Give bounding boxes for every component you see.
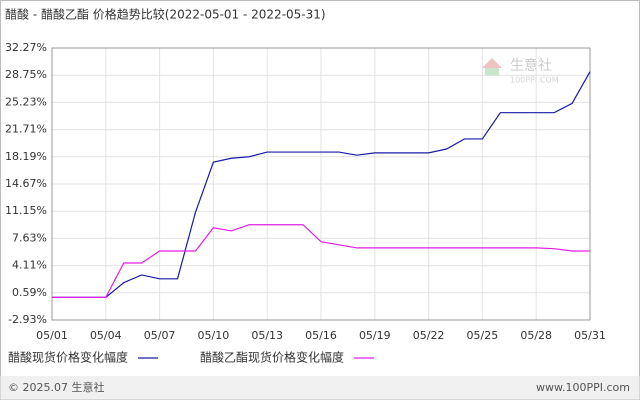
y-tick-label: 4.11% [12, 259, 47, 272]
x-tick-label: 05/28 [520, 329, 552, 342]
x-tick-label: 05/04 [90, 329, 122, 342]
plot-frame [51, 47, 591, 321]
x-tick-label: 05/16 [305, 329, 337, 342]
y-tick-label: 32.27% [5, 41, 47, 54]
y-tick-label: 7.63% [12, 231, 47, 244]
watermark-site: 100PPI.COM [510, 76, 559, 85]
data-line [52, 71, 591, 298]
legend-label: 醋酸乙酯现货价格变化幅度 [200, 350, 344, 365]
watermark-name: 生意社 [510, 57, 552, 74]
x-tick-label: 05/22 [413, 329, 445, 342]
watermark-logo [482, 58, 502, 68]
y-tick-label: 28.75% [5, 68, 47, 81]
y-tick-label: 18.19% [5, 150, 47, 163]
x-tick-label: 05/25 [467, 329, 499, 342]
x-tick-label: 05/13 [251, 329, 283, 342]
y-tick-label: 21.71% [5, 123, 47, 136]
legend-label: 醋酸现货价格变化幅度 [8, 350, 128, 365]
y-tick-label: 0.59% [12, 286, 47, 299]
x-tick-label: 05/01 [36, 329, 68, 342]
x-tick-label: 05/19 [359, 329, 391, 342]
footer-copyright: © 2025.07 生意社 [8, 380, 104, 394]
y-tick-label: 11.15% [5, 204, 47, 217]
y-tick-label: -2.93% [8, 313, 47, 326]
footer-site: www.100PPI.com [536, 381, 630, 394]
chart-title: 醋酸 - 醋酸乙酯 价格趋势比较(2022-05-01 - 2022-05-31… [5, 7, 326, 22]
x-tick-label: 05/31 [574, 329, 606, 342]
y-tick-label: 25.23% [5, 95, 47, 108]
footer-bar [0, 376, 640, 400]
data-line [52, 224, 590, 298]
x-tick-label: 05/10 [198, 329, 230, 342]
y-tick-label: 14.67% [5, 177, 47, 190]
x-tick-label: 05/07 [144, 329, 176, 342]
watermark-logo [485, 68, 499, 76]
watermark: 生意社 100PPI.COM [482, 57, 559, 85]
